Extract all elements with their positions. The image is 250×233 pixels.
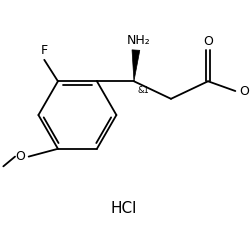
Text: O: O — [239, 85, 249, 98]
Text: NH₂: NH₂ — [127, 34, 151, 47]
Text: &1: &1 — [138, 86, 149, 95]
Text: F: F — [41, 44, 48, 57]
Text: HCl: HCl — [110, 201, 136, 216]
Text: O: O — [15, 150, 25, 163]
Polygon shape — [132, 50, 140, 81]
Text: O: O — [203, 35, 213, 48]
